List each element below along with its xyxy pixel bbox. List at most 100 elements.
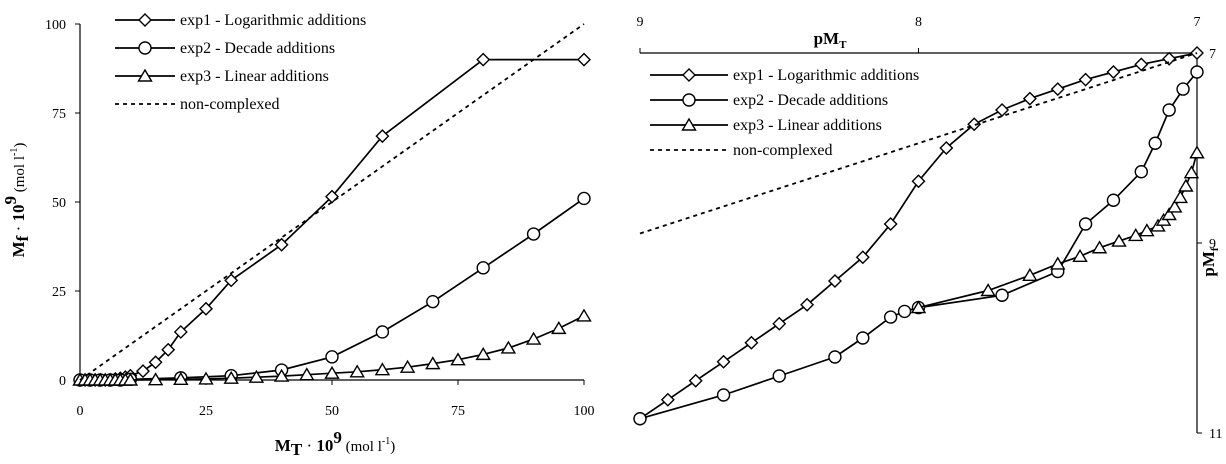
right-point-exp2-decade-additions-1 bbox=[716, 388, 731, 402]
right-point-exp3-linear-additions-7 bbox=[1128, 228, 1144, 242]
right-point-exp3-linear-additions-3 bbox=[1050, 256, 1066, 270]
right-point-exp2-decade-additions-4 bbox=[856, 331, 870, 345]
right-point-exp1-logarithmic-additions-12 bbox=[967, 117, 982, 132]
left-point-exp2-decade-additions-13 bbox=[526, 227, 541, 241]
left-y-tick-label-100: 100 bbox=[45, 18, 66, 33]
right-chart-series bbox=[633, 46, 1205, 426]
left-x-tick-label-100: 100 bbox=[574, 404, 595, 419]
right-point-exp1-logarithmic-additions-17 bbox=[1106, 65, 1121, 79]
right-point-exp1-logarithmic-additions-16 bbox=[1078, 72, 1093, 87]
right-series-non-complexed bbox=[639, 52, 1198, 235]
right-chart-legend: exp1 - Logarithmic additions exp2 - Decad… bbox=[650, 67, 919, 159]
left-point-exp3-linear-additions-22 bbox=[425, 356, 441, 370]
left-point-exp3-linear-additions-27 bbox=[551, 321, 567, 335]
left-legend-label-exp1-logarithmic-additions: exp1 - Logarithmic additions bbox=[180, 12, 366, 29]
left-point-exp3-linear-additions-28 bbox=[576, 308, 592, 322]
right-y-tick-label-9: 9 bbox=[1209, 237, 1216, 252]
right-point-exp1-logarithmic-additions-5 bbox=[772, 316, 787, 331]
left-point-exp3-linear-additions-17 bbox=[299, 367, 315, 381]
left-point-exp3-linear-additions-16 bbox=[273, 368, 290, 382]
left-legend-entry-exp3-linear-additions: exp3 - Linear additions bbox=[115, 68, 329, 85]
left-point-exp1-logarithmic-additions-19 bbox=[375, 129, 390, 144]
right-series-exp2-decade-additions bbox=[633, 65, 1204, 426]
right-point-exp3-linear-additions-16 bbox=[1189, 145, 1205, 159]
left-x-axis-label: MT · 109 (mol l-1) bbox=[275, 428, 395, 459]
left-point-exp1-logarithmic-additions-16 bbox=[224, 273, 239, 288]
left-x-tick-label-50: 50 bbox=[325, 404, 339, 419]
right-point-exp3-linear-additions-6 bbox=[1111, 233, 1127, 247]
left-point-exp3-linear-additions-21 bbox=[399, 359, 416, 373]
right-point-exp3-linear-additions-4 bbox=[1072, 248, 1088, 262]
right-point-exp1-logarithmic-additions-18 bbox=[1134, 57, 1149, 72]
left-x-tick-label-75: 75 bbox=[451, 404, 465, 419]
right-point-exp3-linear-additions-14 bbox=[1178, 178, 1194, 192]
left-point-exp3-linear-additions-12 bbox=[173, 371, 189, 385]
left-point-exp3-linear-additions-19 bbox=[349, 364, 365, 378]
right-point-exp2-decade-additions-6 bbox=[897, 304, 912, 319]
right-point-exp1-logarithmic-additions-19 bbox=[1162, 51, 1177, 66]
left-series-exp3-linear-additions bbox=[72, 308, 592, 386]
right-chart-axes: 9 8 7 7 9 11 bbox=[637, 15, 1223, 442]
left-legend-entry-non-complexed: non-complexed bbox=[115, 96, 280, 113]
right-point-exp1-logarithmic-additions-7 bbox=[827, 274, 842, 288]
left-line-exp1-logarithmic-additions bbox=[80, 58, 584, 381]
right-point-exp1-logarithmic-additions-13 bbox=[995, 103, 1010, 117]
left-point-exp1-logarithmic-additions-11 bbox=[136, 364, 150, 379]
right-point-exp3-linear-additions-1 bbox=[980, 283, 996, 297]
left-point-exp2-decade-additions-11 bbox=[426, 294, 440, 309]
left-point-exp2-decade-additions-14 bbox=[577, 191, 591, 206]
right-point-exp1-logarithmic-additions-2 bbox=[688, 373, 703, 388]
left-point-exp3-linear-additions-26 bbox=[525, 331, 542, 345]
left-point-exp1-logarithmic-additions-12 bbox=[148, 355, 163, 370]
right-y-tick-label-7: 7 bbox=[1209, 47, 1216, 62]
right-point-exp1-logarithmic-additions-15 bbox=[1050, 82, 1065, 97]
left-point-exp1-logarithmic-additions-14 bbox=[173, 324, 188, 339]
right-point-exp3-linear-additions-8 bbox=[1139, 223, 1155, 237]
right-line-non-complexed bbox=[639, 52, 1198, 235]
left-point-exp1-logarithmic-additions-17 bbox=[274, 237, 289, 252]
left-x-tick-label-25: 25 bbox=[199, 404, 213, 419]
left-point-exp3-linear-additions-10 bbox=[122, 372, 139, 386]
right-legend-label-non-complexed: non-complexed bbox=[733, 142, 833, 159]
right-point-exp1-logarithmic-additions-6 bbox=[800, 297, 815, 312]
left-legend-marker-exp1-logarithmic-additions bbox=[138, 13, 152, 27]
right-point-exp2-decade-additions-16 bbox=[1190, 65, 1204, 79]
right-point-exp2-decade-additions-2 bbox=[772, 369, 786, 383]
left-y-tick-label-0: 0 bbox=[59, 374, 66, 389]
left-point-exp3-linear-additions-20 bbox=[374, 362, 391, 376]
right-point-exp2-decade-additions-11 bbox=[1106, 193, 1121, 207]
left-point-exp2-decade-additions-9 bbox=[325, 350, 339, 364]
right-point-exp2-decade-additions-13 bbox=[1148, 136, 1162, 150]
left-x-tick-label-0: 0 bbox=[77, 404, 84, 419]
left-legend-label-exp2-decade-additions: exp2 - Decade additions bbox=[180, 40, 335, 57]
right-legend-label-exp1-logarithmic-additions: exp1 - Logarithmic additions bbox=[733, 67, 919, 84]
left-point-exp3-linear-additions-11 bbox=[147, 372, 164, 386]
right-legend-marker-exp1-logarithmic-additions bbox=[682, 68, 696, 82]
left-point-exp1-logarithmic-additions-13 bbox=[161, 342, 176, 357]
left-point-exp1-logarithmic-additions-21 bbox=[577, 52, 591, 67]
left-y-tick-label-75: 75 bbox=[52, 107, 66, 122]
left-legend-marker-exp2-decade-additions bbox=[138, 41, 152, 55]
right-point-exp2-decade-additions-0 bbox=[633, 412, 647, 426]
left-legend-label-exp3-linear-additions: exp3 - Linear additions bbox=[180, 68, 329, 85]
left-chart-legend: exp1 - Logarithmic additions exp2 - Decad… bbox=[115, 12, 366, 113]
left-y-tick-label-50: 50 bbox=[52, 196, 66, 211]
left-series-exp1-logarithmic-additions bbox=[73, 52, 591, 387]
left-point-exp1-logarithmic-additions-20 bbox=[476, 52, 491, 67]
right-point-exp2-decade-additions-10 bbox=[1078, 217, 1093, 231]
right-legend-marker-exp2-decade-additions bbox=[682, 93, 696, 107]
right-point-exp1-logarithmic-additions-8 bbox=[855, 250, 870, 265]
left-legend-marker-exp3-linear-additions bbox=[137, 68, 153, 82]
left-chart-axes: 0 25 50 75 100 0 25 50 75 100 bbox=[45, 18, 595, 419]
left-series-non-complexed bbox=[79, 23, 585, 381]
left-y-axis-label: Mf · 109 (mol l-1) bbox=[1, 143, 32, 258]
right-point-exp1-logarithmic-additions-14 bbox=[1022, 91, 1037, 106]
right-x-tick-label-7: 7 bbox=[1194, 15, 1201, 30]
right-point-exp3-linear-additions-5 bbox=[1091, 240, 1108, 254]
right-point-exp2-decade-additions-15 bbox=[1176, 82, 1190, 96]
right-series-exp3-linear-additions bbox=[910, 145, 1205, 314]
left-point-exp3-linear-additions-15 bbox=[248, 369, 265, 383]
right-point-exp2-decade-additions-5 bbox=[883, 310, 898, 324]
